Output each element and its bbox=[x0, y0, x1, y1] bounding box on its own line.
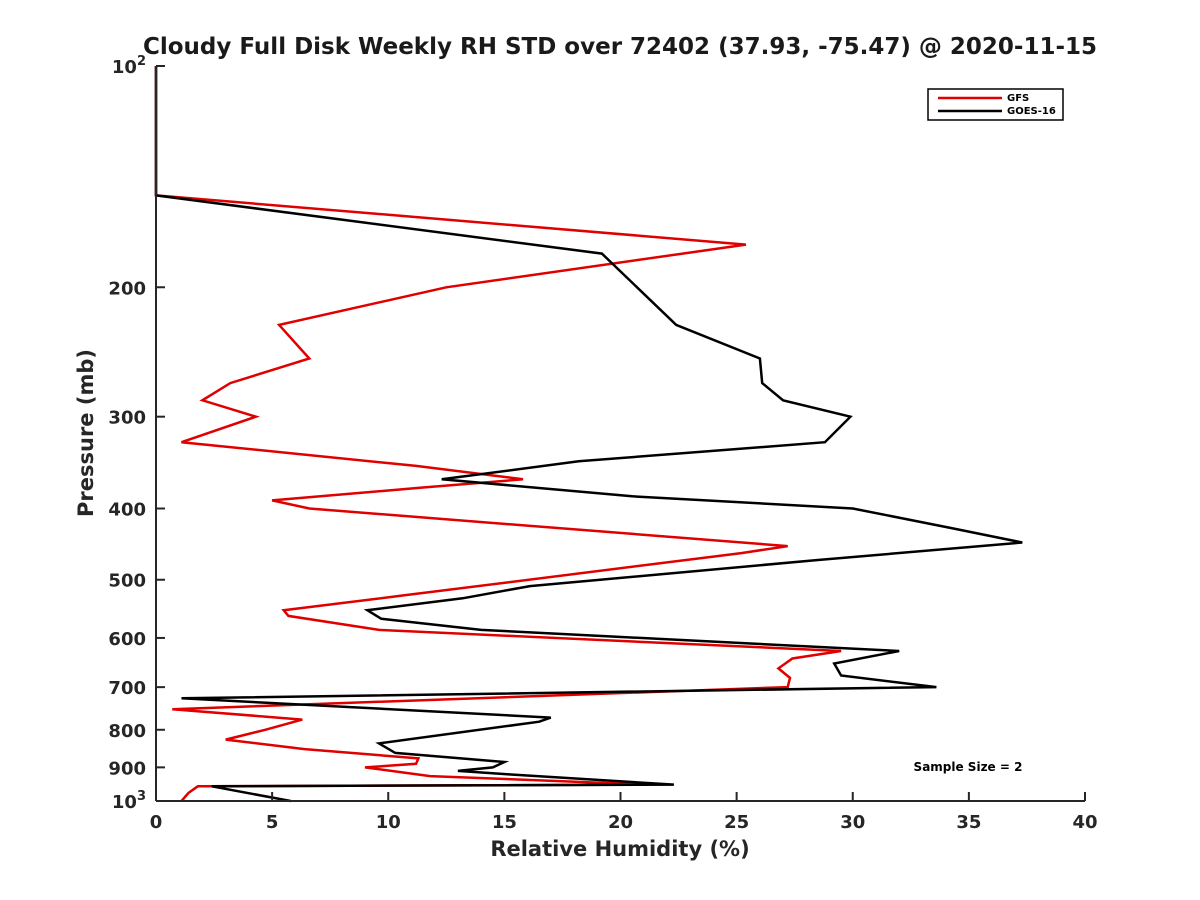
y-tick-label: 800 bbox=[108, 721, 146, 742]
y-tick-label: 103 bbox=[112, 789, 146, 813]
y-axis-label: Pressure (mb) bbox=[74, 349, 98, 517]
y-tick-label: 900 bbox=[108, 758, 146, 779]
x-tick-label: 40 bbox=[1072, 812, 1097, 833]
chart-title: Cloudy Full Disk Weekly RH STD over 7240… bbox=[143, 34, 1097, 60]
y-tick-label: 300 bbox=[108, 408, 146, 429]
legend-box bbox=[927, 88, 1064, 121]
x-tick-label: 15 bbox=[492, 812, 517, 833]
series-layer bbox=[154, 66, 1023, 803]
axes-layer: 0 5 10 15 20 25 30 35 40 102 200 300 400 500 600 700 800… bbox=[108, 54, 1097, 833]
x-tick-label: 10 bbox=[376, 812, 401, 833]
sample-size-annotation: Sample Size = 2 bbox=[914, 760, 1023, 774]
x-axis-label: Relative Humidity (%) bbox=[490, 837, 749, 861]
series-line-gfs bbox=[154, 66, 842, 802]
legend: GFS GOES-16 bbox=[927, 88, 1064, 121]
y-tick-label: 102 bbox=[112, 54, 146, 78]
x-tick-label: 30 bbox=[840, 812, 865, 833]
x-tick-label: 20 bbox=[608, 812, 633, 833]
legend-label-goes16: GOES-16 bbox=[1007, 106, 1056, 117]
legend-label-gfs: GFS bbox=[1007, 93, 1029, 104]
y-tick-label: 500 bbox=[108, 571, 146, 592]
y-tick-label: 200 bbox=[108, 278, 146, 299]
plot-area bbox=[156, 66, 1085, 801]
series-line-goes16 bbox=[154, 66, 1023, 803]
x-tick-label: 5 bbox=[266, 812, 279, 833]
x-tick-label: 25 bbox=[724, 812, 749, 833]
y-tick-label: 600 bbox=[108, 629, 146, 650]
x-tick-label: 0 bbox=[150, 812, 163, 833]
x-tick-label: 35 bbox=[956, 812, 981, 833]
y-tick-label: 700 bbox=[108, 678, 146, 699]
y-tick-label: 400 bbox=[108, 500, 146, 521]
